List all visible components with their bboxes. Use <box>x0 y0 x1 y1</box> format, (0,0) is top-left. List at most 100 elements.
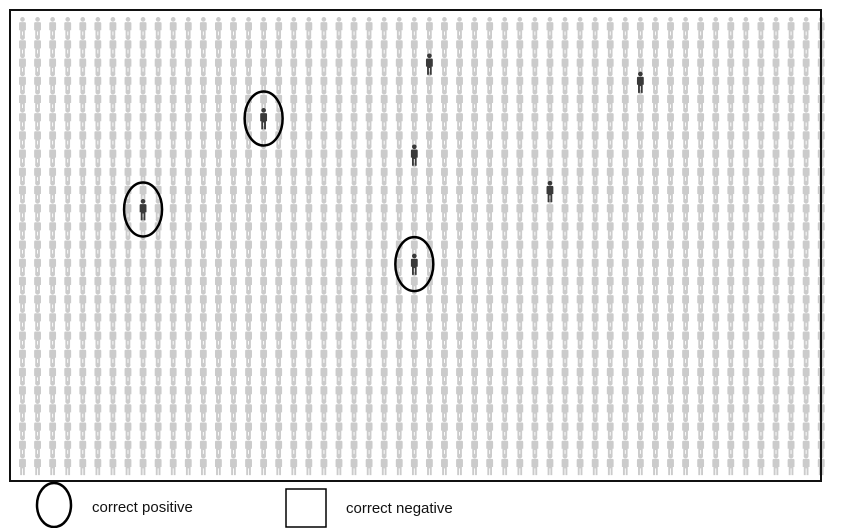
person-icon <box>501 271 509 294</box>
person-icon <box>395 71 403 93</box>
person-icon <box>576 144 584 166</box>
person-icon <box>275 344 283 366</box>
person-icon <box>757 399 765 421</box>
person-icon <box>546 126 554 148</box>
person-icon <box>621 35 629 57</box>
person-icon <box>154 17 162 39</box>
person-icon <box>501 235 509 257</box>
person-icon <box>576 108 584 130</box>
person-icon <box>757 35 765 57</box>
person-icon <box>697 35 705 57</box>
person-icon <box>772 290 780 312</box>
person-icon <box>350 435 358 457</box>
person-icon <box>380 126 388 148</box>
person-icon <box>621 126 629 148</box>
person-icon <box>757 290 765 312</box>
person-icon <box>516 362 524 385</box>
person-icon <box>335 108 343 130</box>
person-icon <box>727 453 735 476</box>
person-icon <box>79 308 87 330</box>
person-icon <box>561 326 569 348</box>
person-icon <box>154 381 162 403</box>
person-icon <box>124 417 132 439</box>
person-icon <box>742 17 750 39</box>
person-icon <box>621 17 629 39</box>
person-icon <box>667 35 674 57</box>
person-icon <box>320 399 328 421</box>
person-icon <box>546 308 554 330</box>
person-icon <box>546 290 554 312</box>
person-icon <box>712 180 720 203</box>
person-icon <box>441 435 448 457</box>
person-icon <box>184 108 192 130</box>
person-icon <box>727 253 735 275</box>
person-icon <box>636 308 644 330</box>
person-icon <box>591 71 599 93</box>
person-icon <box>636 144 644 166</box>
person-icon <box>697 271 705 294</box>
person-icon <box>501 435 509 457</box>
person-icon <box>546 381 554 403</box>
person-icon <box>34 326 41 348</box>
person-icon <box>169 108 177 130</box>
person-icon <box>320 362 328 385</box>
person-icon <box>230 362 237 385</box>
person-icon <box>410 17 418 39</box>
person-icon <box>335 126 343 148</box>
person-icon <box>667 89 674 112</box>
person-icon <box>621 417 629 439</box>
person-icon <box>652 399 659 421</box>
person-icon <box>576 53 584 75</box>
person-icon <box>335 162 343 184</box>
person-icon <box>636 399 644 421</box>
person-icon <box>124 381 132 403</box>
person-icon <box>305 144 313 166</box>
person-icon <box>275 399 283 421</box>
person-icon <box>335 453 343 476</box>
person-icon <box>154 435 162 457</box>
person-icon <box>591 199 599 221</box>
person-icon <box>606 381 614 403</box>
person-icon <box>456 344 463 366</box>
person-icon <box>199 399 207 421</box>
person-icon <box>591 435 599 457</box>
person-icon <box>380 344 388 366</box>
person-icon <box>49 53 57 75</box>
person-icon <box>124 108 132 130</box>
person-icon <box>290 162 298 184</box>
person-icon <box>79 144 87 166</box>
person-icon <box>697 453 705 476</box>
person-icon <box>757 326 765 348</box>
person-icon <box>621 399 629 421</box>
person-icon <box>365 417 373 439</box>
person-icon <box>652 162 659 184</box>
person-icon <box>636 162 644 184</box>
person-icon <box>636 344 644 366</box>
person-icon <box>471 417 479 439</box>
person-icon <box>802 17 810 39</box>
person-icon <box>787 144 795 166</box>
person-icon <box>199 344 207 366</box>
person-icon <box>621 362 629 385</box>
person-icon <box>395 126 403 148</box>
person-icon <box>591 35 599 57</box>
person-icon <box>531 381 539 403</box>
person-icon <box>245 35 252 57</box>
person-icon <box>772 53 780 75</box>
person-icon <box>230 453 237 476</box>
person-icon <box>727 271 735 294</box>
person-icon <box>230 271 237 294</box>
person-icon <box>546 235 554 257</box>
person-icon <box>139 144 147 166</box>
person-icon <box>19 199 26 221</box>
person-icon <box>757 217 765 239</box>
person-icon <box>757 53 765 75</box>
person-icon <box>305 326 313 348</box>
person-icon <box>561 253 569 275</box>
person-icon <box>169 144 177 166</box>
person-icon <box>561 35 569 57</box>
person-icon <box>124 435 132 457</box>
person-icon <box>456 144 463 166</box>
person-icon <box>94 417 102 439</box>
person-icon <box>802 126 810 148</box>
